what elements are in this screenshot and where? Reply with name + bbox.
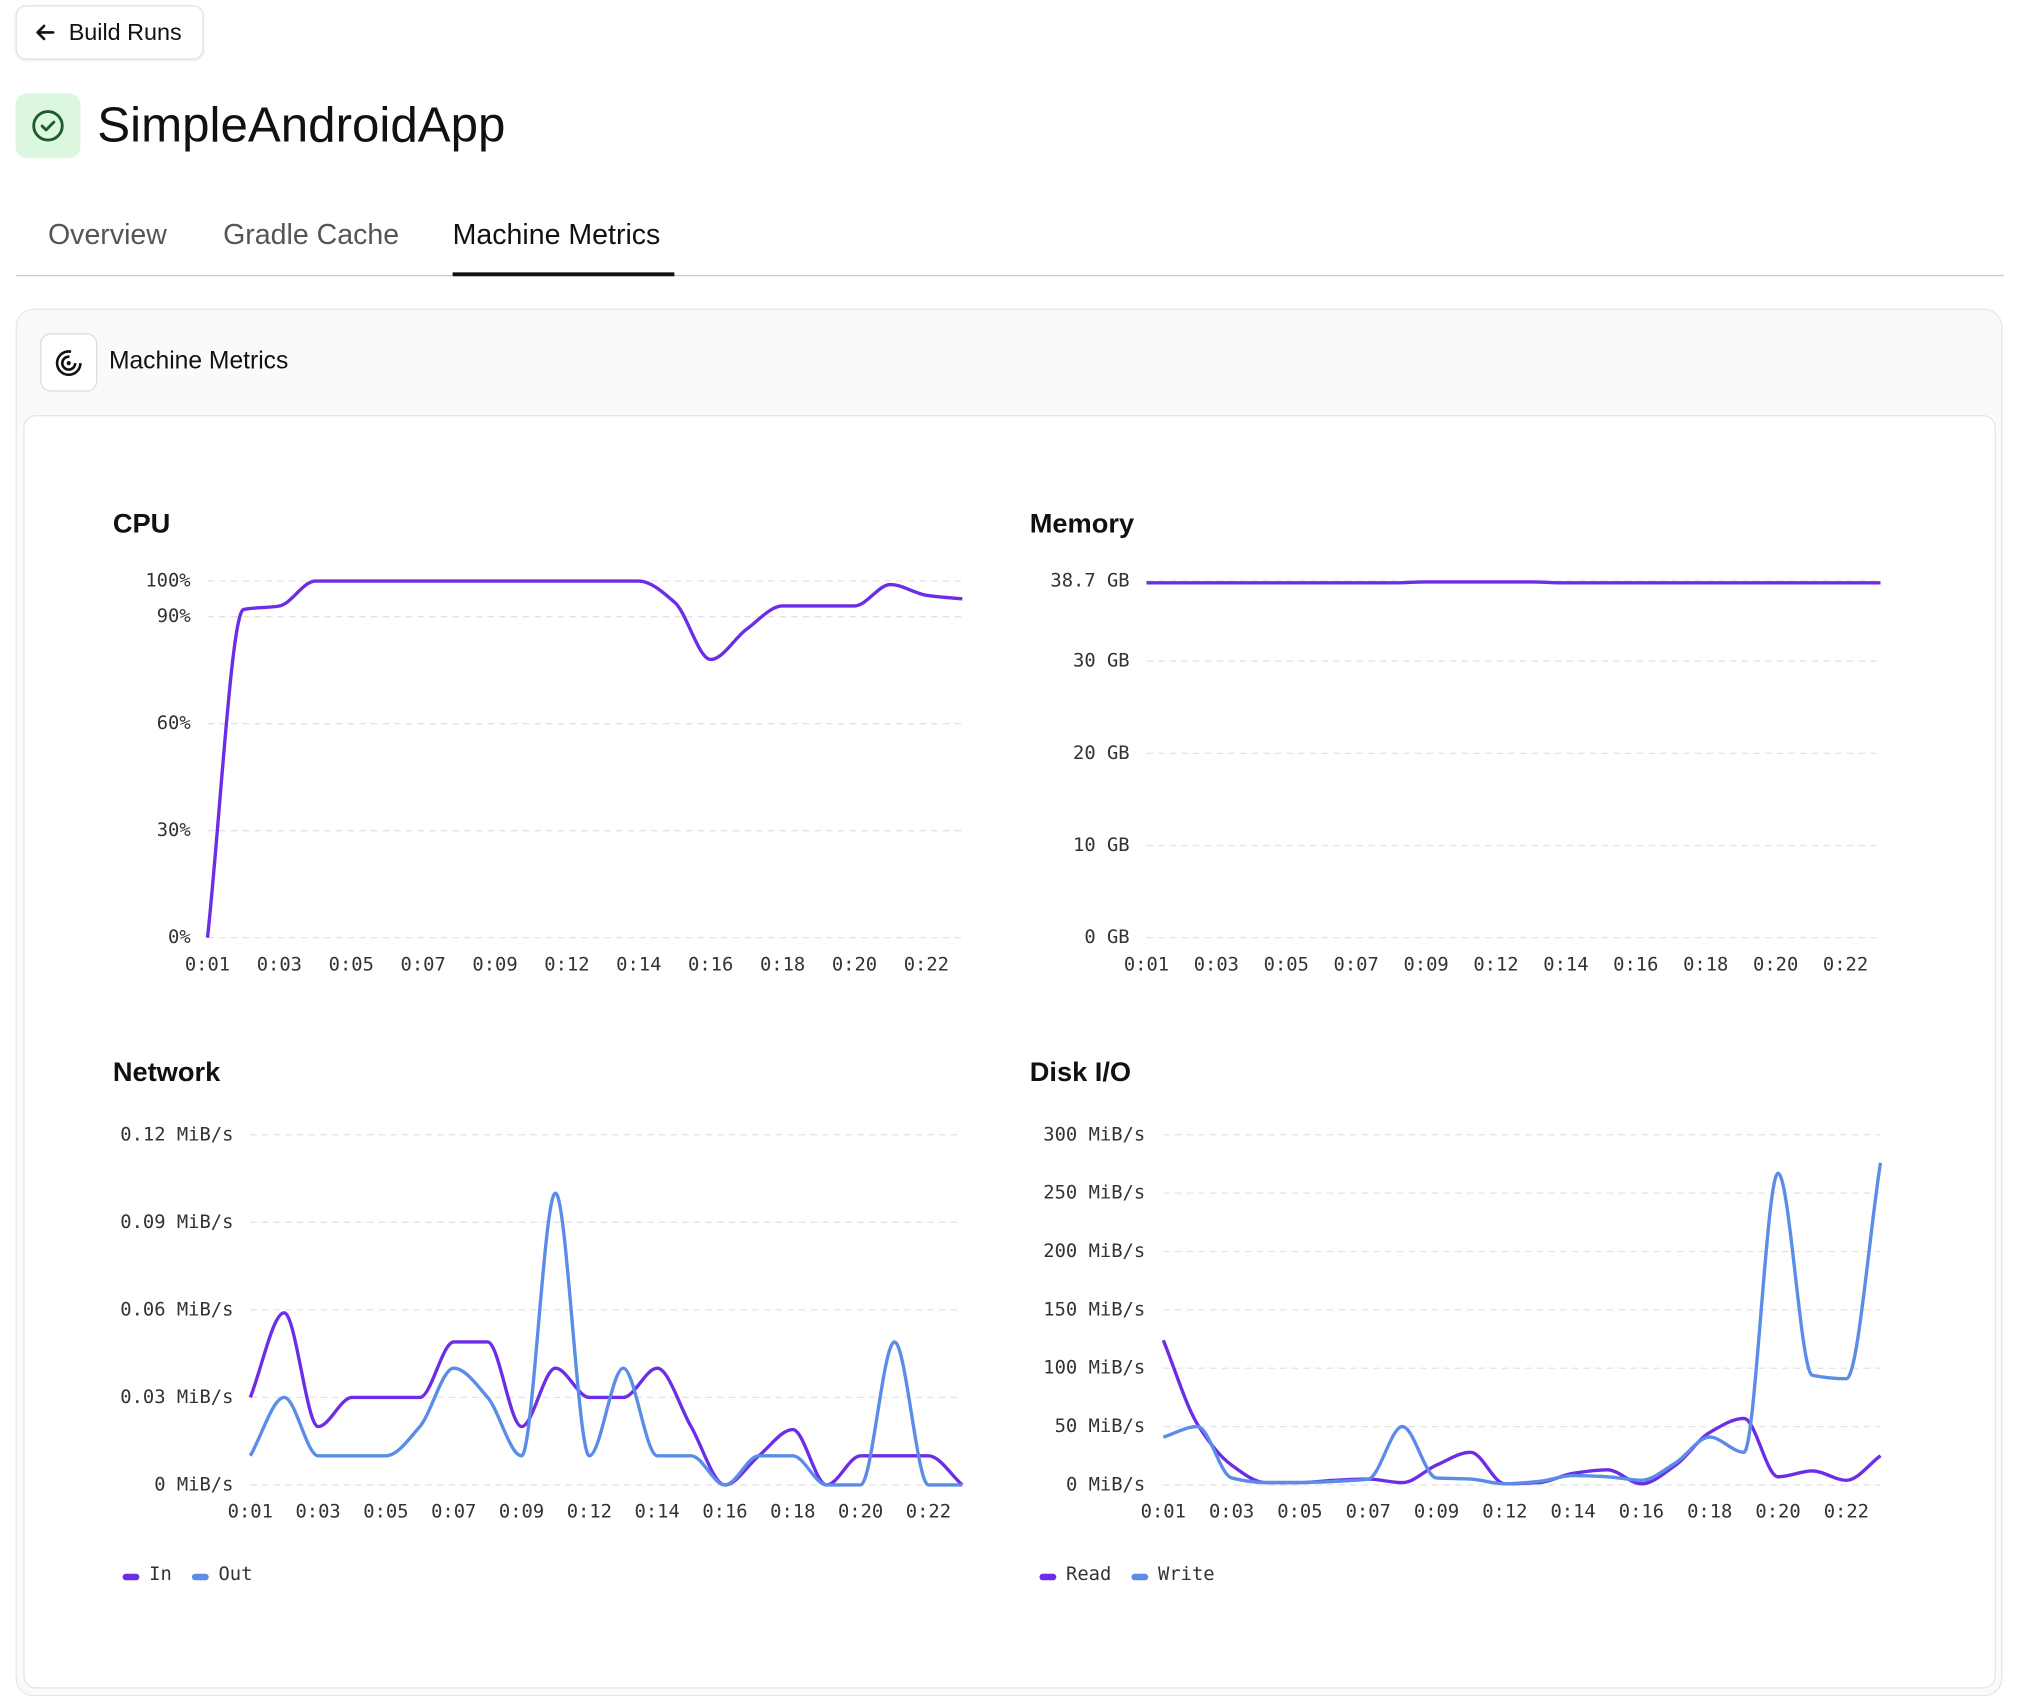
- x-tick-label: 0:18: [1683, 954, 1728, 975]
- y-tick-label: 90%: [157, 606, 192, 627]
- x-tick-label: 0:16: [1619, 1502, 1664, 1523]
- x-tick-label: 0:03: [1194, 954, 1239, 975]
- x-tick-label: 0:12: [1482, 1502, 1527, 1523]
- y-tick-label: 300 MiB/s: [1043, 1124, 1145, 1145]
- x-tick-label: 0:14: [1550, 1502, 1595, 1523]
- x-tick-label: 0:14: [616, 954, 661, 975]
- back-arrow: [36, 24, 55, 41]
- x-tick-label: 0:16: [688, 954, 733, 975]
- x-tick-label: 0:05: [1264, 954, 1309, 975]
- x-tick-label: 0:12: [567, 1502, 612, 1523]
- x-tick-label: 0:05: [1277, 1502, 1322, 1523]
- y-tick-label: 50 MiB/s: [1055, 1416, 1146, 1437]
- y-tick-label: 20 GB: [1073, 743, 1130, 764]
- legend-label: Write: [1158, 1564, 1215, 1585]
- series-line: [1146, 580, 1881, 585]
- x-tick-label: 0:22: [1824, 1502, 1869, 1523]
- y-tick-label: 100%: [145, 571, 191, 592]
- chart-title: CPU: [113, 507, 170, 538]
- x-tick-label: 0:18: [1687, 1502, 1732, 1523]
- y-tick-label: 0 GB: [1084, 927, 1129, 948]
- y-tick-label: 200 MiB/s: [1043, 1241, 1145, 1262]
- x-tick-label: 0:14: [635, 1502, 680, 1523]
- y-tick-label: 60%: [157, 713, 192, 734]
- tab-indicator: [452, 272, 675, 277]
- chart-title: Network: [113, 1056, 221, 1087]
- y-tick-label: 10 GB: [1073, 835, 1130, 856]
- tab-divider: [15, 274, 2004, 277]
- x-tick-label: 0:22: [906, 1502, 951, 1523]
- x-tick-label: 0:22: [1823, 954, 1868, 975]
- y-tick-label: 0.12 MiB/s: [120, 1124, 233, 1145]
- x-tick-label: 0:01: [228, 1502, 273, 1523]
- series-line: [248, 1191, 963, 1487]
- y-tick-label: 30 GB: [1073, 651, 1130, 672]
- y-tick-label: 150 MiB/s: [1043, 1299, 1145, 1320]
- x-tick-label: 0:09: [472, 954, 517, 975]
- legend-label: Out: [218, 1564, 252, 1585]
- x-tick-label: 0:12: [1473, 954, 1518, 975]
- x-tick-label: 0:20: [838, 1502, 883, 1523]
- series-line: [248, 1311, 964, 1487]
- y-tick-label: 0 MiB/s: [154, 1474, 233, 1495]
- tab[interactable]: Overview: [47, 217, 167, 251]
- x-tick-label: 0:16: [702, 1502, 747, 1523]
- legend-label: In: [149, 1564, 172, 1585]
- x-tick-label: 0:07: [431, 1502, 476, 1523]
- series-line: [205, 579, 963, 938]
- back-button[interactable]: Build Runs: [15, 5, 204, 60]
- y-tick-label: 0.03 MiB/s: [120, 1387, 233, 1408]
- series-line: [1162, 1162, 1883, 1486]
- x-tick-label: 0:09: [1414, 1502, 1459, 1523]
- back-label: Build Runs: [68, 18, 182, 45]
- x-tick-label: 0:20: [1753, 954, 1798, 975]
- x-tick-label: 0:01: [185, 954, 230, 975]
- x-tick-label: 0:03: [295, 1502, 340, 1523]
- x-tick-label: 0:09: [1403, 954, 1448, 975]
- x-tick-label: 0:16: [1613, 954, 1658, 975]
- card-title: Machine Metrics: [108, 347, 289, 375]
- x-tick-label: 0:05: [329, 954, 374, 975]
- x-tick-label: 0:03: [257, 954, 302, 975]
- y-tick-label: 0%: [168, 927, 191, 948]
- tab-active[interactable]: Machine Metrics: [452, 217, 661, 251]
- y-tick-label: 0.06 MiB/s: [120, 1299, 233, 1320]
- x-tick-label: 0:20: [832, 954, 877, 975]
- y-tick-label: 100 MiB/s: [1043, 1358, 1145, 1379]
- x-tick-label: 0:22: [904, 954, 949, 975]
- x-tick-label: 0:18: [760, 954, 805, 975]
- x-tick-label: 0:03: [1209, 1502, 1254, 1523]
- x-tick-label: 0:14: [1543, 954, 1588, 975]
- series-line: [1161, 1339, 1882, 1486]
- chart-title: Memory: [1030, 507, 1134, 538]
- y-tick-label: 38.7 GB: [1050, 571, 1129, 592]
- x-tick-label: 0:12: [544, 954, 589, 975]
- x-tick-label: 0:09: [499, 1502, 544, 1523]
- chart-title: Disk I/O: [1030, 1056, 1131, 1087]
- x-tick-label: 0:18: [770, 1502, 815, 1523]
- x-tick-label: 0:07: [401, 954, 446, 975]
- page-title: SimpleAndroidApp: [97, 98, 506, 154]
- x-tick-label: 0:07: [1334, 954, 1379, 975]
- x-tick-label: 0:07: [1346, 1502, 1391, 1523]
- x-tick-label: 0:01: [1124, 954, 1169, 975]
- status-icon: [15, 93, 81, 159]
- tab[interactable]: Gradle Cache: [223, 217, 400, 251]
- legend-label: Read: [1066, 1564, 1111, 1585]
- x-tick-label: 0:05: [363, 1502, 408, 1523]
- card-icon: [40, 333, 98, 392]
- y-tick-label: 250 MiB/s: [1043, 1183, 1145, 1204]
- x-tick-label: 0:20: [1755, 1502, 1800, 1523]
- x-tick-label: 0:01: [1141, 1502, 1186, 1523]
- y-tick-label: 30%: [157, 820, 192, 841]
- y-tick-label: 0.09 MiB/s: [120, 1212, 233, 1233]
- chart-panel: [23, 415, 1996, 1689]
- y-tick-label: 0 MiB/s: [1066, 1474, 1145, 1495]
